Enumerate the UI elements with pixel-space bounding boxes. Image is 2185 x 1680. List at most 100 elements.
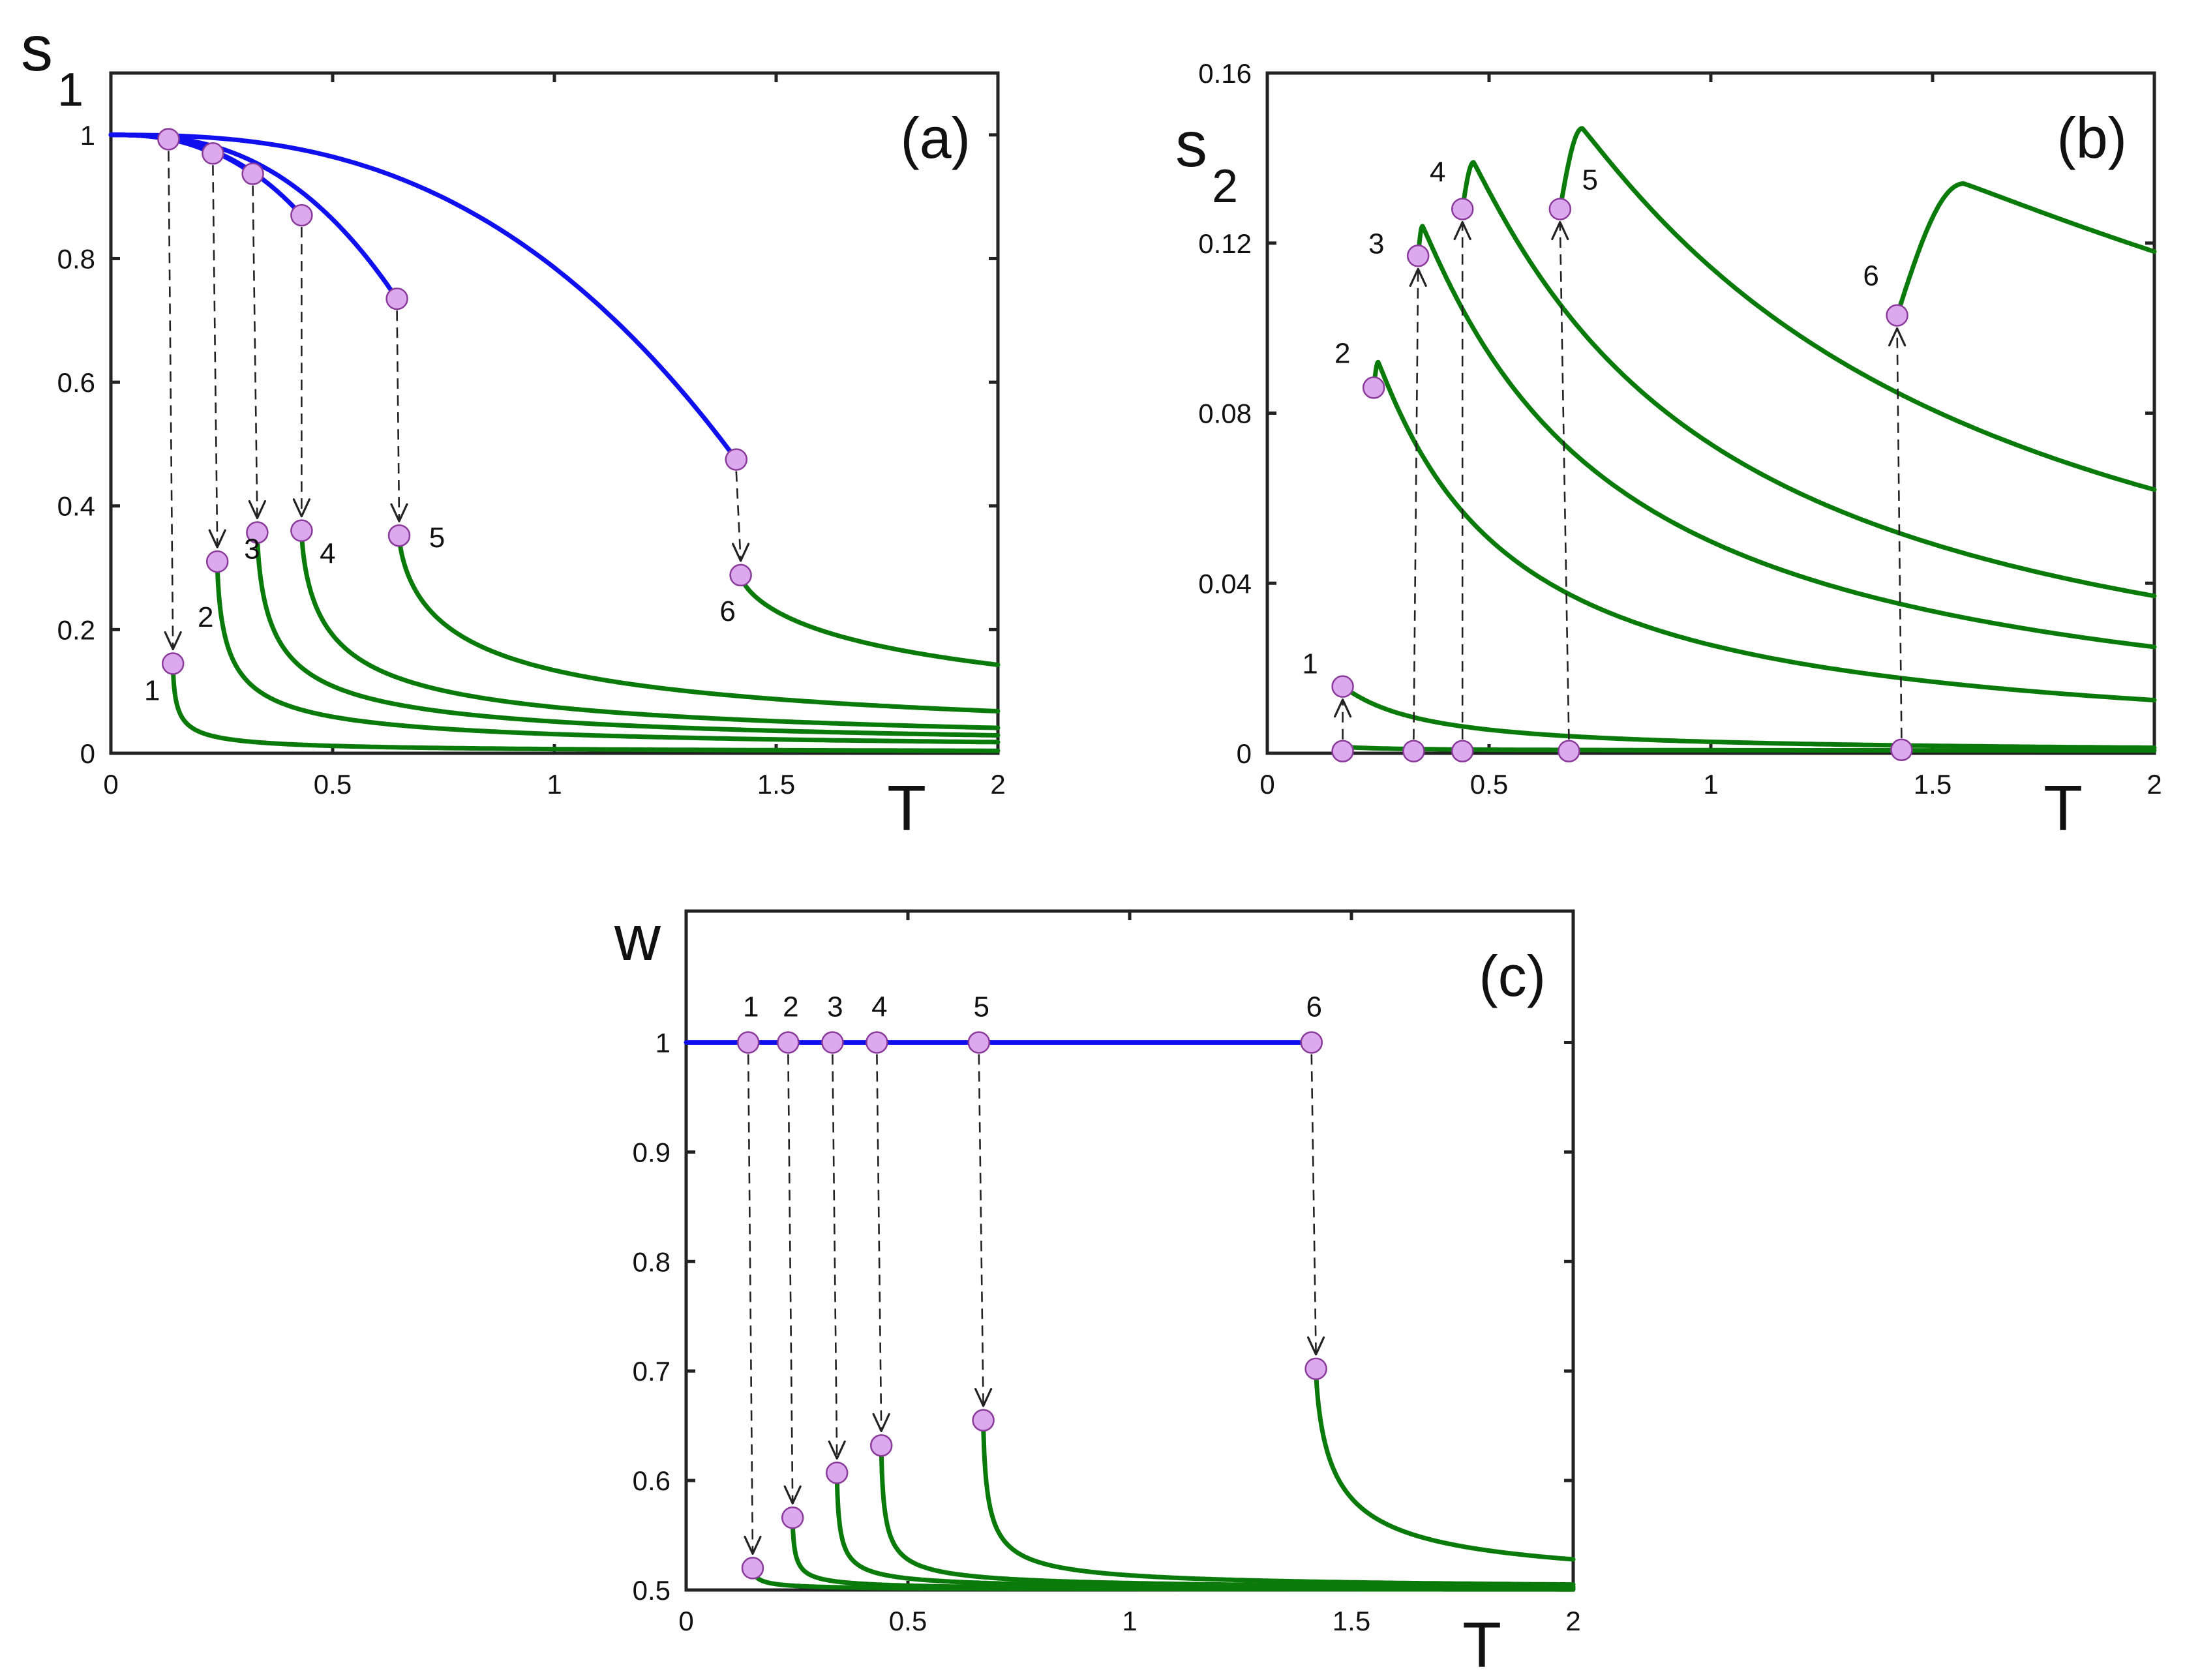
point-label-3: 3	[1368, 228, 1384, 260]
y-tick-label: 0.6	[633, 1465, 671, 1496]
y-tick-label: 0.16	[1198, 58, 1252, 89]
transition-arrow-5	[1551, 221, 1570, 740]
dashed-transition-line	[212, 165, 218, 548]
lower-branch-curve-6	[738, 573, 1001, 667]
dashed-transition-line	[396, 310, 400, 522]
panel-label: (b)	[2057, 106, 2127, 170]
lower-transition-point-2	[205, 550, 229, 573]
y-axis-label-subscript: 1	[57, 64, 83, 116]
upper-transition-point-4	[866, 1031, 888, 1054]
dashed-transition-line	[1559, 222, 1570, 740]
arrow-head	[390, 503, 408, 522]
y-tick-label: 1	[80, 120, 95, 151]
y-tick-label: 0.8	[57, 243, 95, 274]
transition-arrow-5	[390, 310, 408, 522]
arrow-head	[828, 1440, 846, 1460]
arrow-head	[1888, 327, 1906, 347]
lower-transition-point-1	[1331, 740, 1354, 762]
transition-arrow-3	[1409, 267, 1427, 740]
upper-transition-point-1	[736, 1031, 760, 1054]
point-label-2: 2	[198, 601, 213, 633]
y-axis-label-subscript: 2	[1212, 160, 1238, 213]
transition-arrow-3	[248, 185, 266, 520]
dashed-transition-line	[1896, 328, 1903, 738]
dashed-transition-line	[876, 1054, 882, 1432]
point-label-2: 2	[783, 991, 798, 1023]
dashed-transition-line	[787, 1054, 794, 1504]
x-tick-label: 0.5	[314, 769, 352, 800]
lower-transition-point-5	[972, 1409, 995, 1432]
transition-arrow-4	[292, 227, 310, 518]
upper-transition-point-5	[385, 287, 408, 310]
arrow-head	[164, 631, 182, 651]
x-tick-label: 0.5	[1470, 769, 1508, 800]
y-tick-label: 0.5	[633, 1575, 671, 1606]
dashed-transition-line	[735, 471, 742, 561]
upper-transition-point-4	[290, 203, 313, 227]
lower-transition-point-1	[741, 1557, 764, 1580]
transition-arrow-1	[1334, 698, 1352, 740]
arrow-head	[1307, 1336, 1325, 1356]
upper-branch-curve-6	[108, 132, 739, 462]
y-tick-label: 0.08	[1198, 398, 1252, 429]
upper-transition-point-4	[1451, 198, 1474, 220]
lower-branch-curve-2	[215, 559, 1001, 745]
upper-transition-point-3	[1406, 245, 1430, 267]
upper-branch-curve-1	[1340, 684, 2157, 750]
arrow-head	[732, 543, 750, 562]
point-label-6: 6	[1863, 260, 1878, 292]
lower-transition-point-6	[1890, 738, 1913, 762]
point-label-2: 2	[1334, 337, 1350, 369]
x-tick-label: 2	[2147, 769, 2162, 800]
upper-branch-curve-5	[1558, 126, 2157, 492]
axes-frame	[684, 909, 1575, 1592]
y-tick-label: 0.7	[633, 1356, 671, 1387]
y-tick-label: 0.12	[1198, 228, 1252, 259]
dashed-transition-line	[978, 1054, 984, 1406]
point-label-3: 3	[827, 991, 843, 1023]
arrow-head	[744, 1535, 762, 1555]
point-label-6: 6	[1306, 991, 1322, 1023]
x-tick-label: 1	[1703, 769, 1718, 800]
lower-branch-curve-1	[170, 661, 1001, 753]
point-label-4: 4	[1430, 157, 1445, 188]
y-tick-label: 0.9	[633, 1137, 671, 1167]
x-tick-label: 1.5	[1333, 1606, 1370, 1636]
upper-transition-point-1	[157, 128, 180, 151]
lower-transition-point-4	[869, 1434, 893, 1457]
upper-transition-point-6	[1300, 1031, 1323, 1054]
y-axis-label: w	[614, 902, 661, 974]
lower-transition-point-4	[1451, 740, 1474, 762]
lower-transition-point-4	[290, 519, 313, 542]
lower-transition-point-6	[1304, 1357, 1327, 1381]
arrow-head	[208, 529, 226, 548]
lower-transition-point-5	[387, 524, 411, 547]
y-axis-label: s	[1175, 108, 1207, 180]
point-label-4: 4	[871, 991, 887, 1023]
transition-arrow-2	[783, 1054, 802, 1505]
panel-c-w-vs-T: 0 0.5 1 1.5 20.50.60.70.80.91T(c)w1 2 3 4 5 6	[614, 902, 1581, 1680]
lower-transition-point-2	[781, 1506, 804, 1529]
transition-arrow-6	[1888, 327, 1906, 738]
transition-arrow-6	[732, 471, 750, 562]
panel-label: (a)	[900, 106, 971, 170]
upper-branch-curve-4	[1460, 160, 2157, 599]
x-tick-label: 2	[1565, 1606, 1580, 1636]
arrow-head	[974, 1388, 993, 1407]
upper-transition-point-6	[1886, 304, 1908, 327]
x-tick-label: 2	[990, 769, 1005, 800]
y-tick-label: 0.8	[633, 1246, 671, 1277]
point-label-1: 1	[1302, 648, 1318, 680]
upper-transition-point-2	[1362, 376, 1385, 399]
transition-arrow-5	[974, 1054, 993, 1407]
dashed-transition-line	[1310, 1054, 1317, 1355]
lower-transition-point-3	[1402, 740, 1425, 762]
transition-arrow-1	[164, 151, 182, 651]
arrow-head	[1409, 267, 1427, 287]
y-tick-label: 0.6	[57, 367, 95, 398]
x-tick-label: 0	[678, 1606, 693, 1636]
y-tick-label: 0	[80, 738, 95, 769]
upper-transition-point-1	[1331, 675, 1354, 698]
x-tick-label: 0	[1259, 769, 1274, 800]
point-label-5: 5	[974, 991, 989, 1023]
